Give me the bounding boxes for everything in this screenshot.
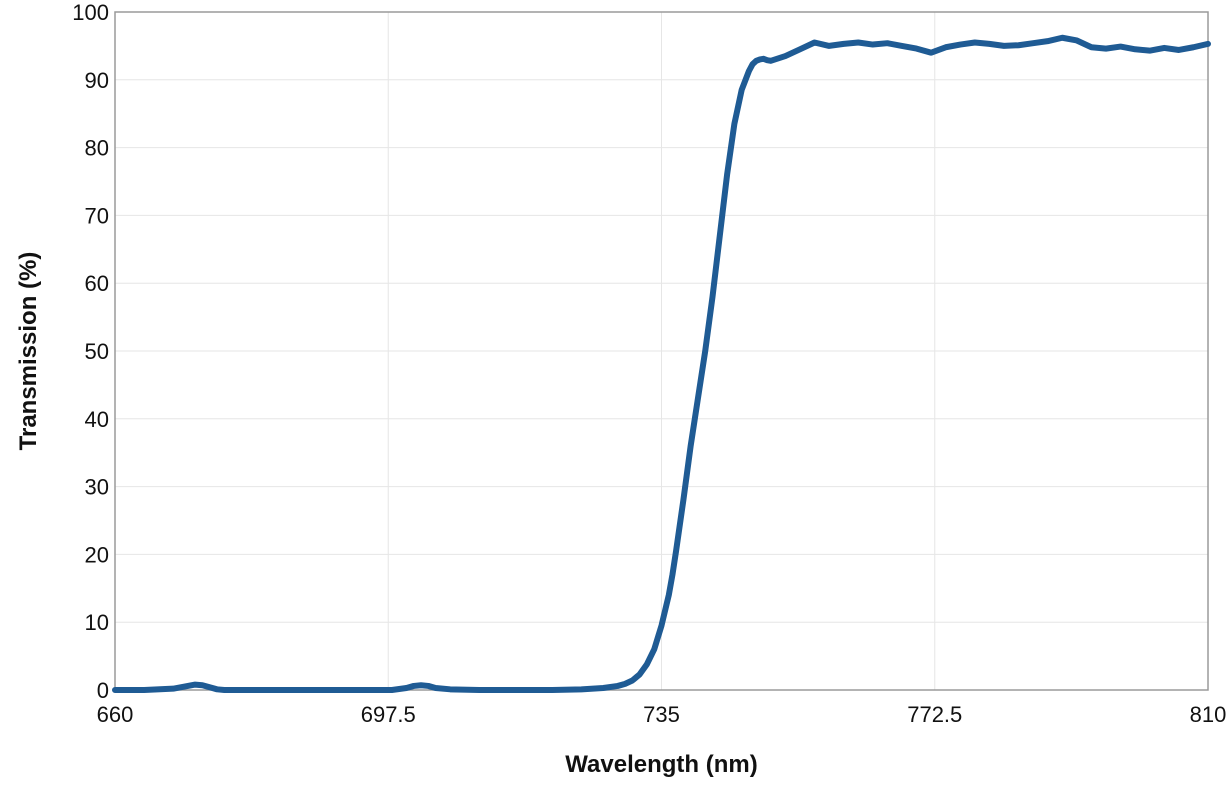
x-tick-label: 735 <box>643 702 680 727</box>
transmission-series-line <box>112 34 1211 693</box>
x-tick-label: 697.5 <box>361 702 416 727</box>
plot-area-frame <box>114 11 1209 691</box>
grid-lines <box>114 11 1209 691</box>
y-axis-title: Transmission (%) <box>15 252 42 451</box>
y-tick-label: 50 <box>85 339 109 364</box>
y-tick-label: 40 <box>85 407 109 432</box>
x-tick-label: 810 <box>1190 702 1227 727</box>
x-axis-ticks: 660 697.5 735 772.5 810 <box>97 702 1227 727</box>
x-tick-label: 772.5 <box>907 702 962 727</box>
series-layer <box>112 34 1211 693</box>
x-axis-title: Wavelength (nm) <box>565 751 757 778</box>
y-axis-ticks: 0 10 20 30 40 50 60 70 80 90 100 <box>72 0 109 703</box>
y-tick-label: 70 <box>85 203 109 228</box>
y-tick-label: 90 <box>85 68 109 93</box>
y-tick-label: 10 <box>85 610 109 635</box>
y-tick-label: 30 <box>85 475 109 500</box>
y-tick-label: 0 <box>97 678 109 703</box>
y-tick-label: 100 <box>72 0 109 25</box>
y-tick-label: 20 <box>85 542 109 567</box>
y-tick-label: 80 <box>85 136 109 161</box>
x-tick-label: 660 <box>97 702 134 727</box>
y-tick-label: 60 <box>85 271 109 296</box>
